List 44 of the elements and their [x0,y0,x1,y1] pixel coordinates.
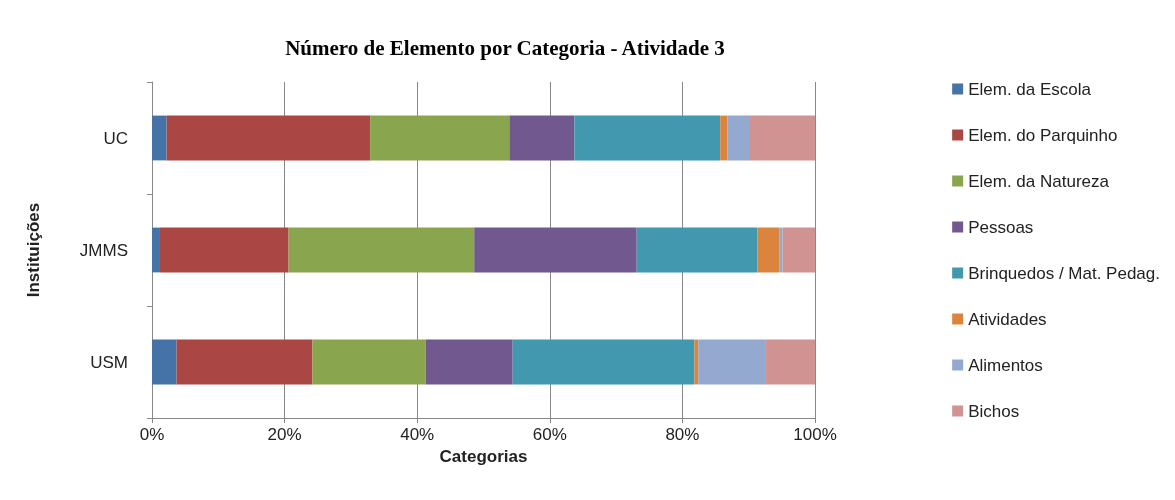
bar [176,339,313,385]
bar [474,227,637,273]
chart-title: Número de Elemento por Categoria - Atividade 3 [285,35,725,60]
bar [152,339,177,385]
bar [370,115,510,161]
y-tick-label: UC [103,128,128,148]
x-tick-label: 100% [793,425,837,444]
bar [509,115,575,161]
y-axis-title: Instituições [24,202,43,298]
bar [698,339,766,385]
x-tick-label: 0% [139,425,165,444]
x-tick-label: 40% [400,425,435,444]
bar [288,227,475,273]
bar [152,115,167,161]
legend-label: Bichos [968,401,1020,421]
bar [757,227,780,273]
bar [152,227,160,273]
legend-label: Brinquedos / Mat. Pedag. [968,263,1160,283]
y-tick-label: USM [90,352,128,372]
legend-label: Elem. do Parquinho [968,125,1118,145]
y-tick-label: JMMS [79,240,128,260]
legend-label: Alimentos [968,355,1043,375]
bar [166,115,371,161]
bar [750,115,815,161]
legend-label: Atividades [968,309,1047,329]
bar [425,339,513,385]
x-axis-title: Categorias [439,446,528,466]
bar [636,227,758,273]
x-tick-label: 20% [267,425,302,444]
bar [779,227,783,273]
bar [512,339,695,385]
x-tick-label: 60% [532,425,567,444]
legend-label: Elem. da Escola [968,79,1092,99]
x-tick-label: 80% [665,425,700,444]
bar [765,339,815,385]
bar [159,227,289,273]
bar [694,339,699,385]
bar [727,115,751,161]
legend-label: Elem. da Natureza [968,171,1110,191]
bar [720,115,728,161]
bar [574,115,721,161]
legend-label: Pessoas [968,217,1034,237]
bar [782,227,815,273]
bar [312,339,426,385]
